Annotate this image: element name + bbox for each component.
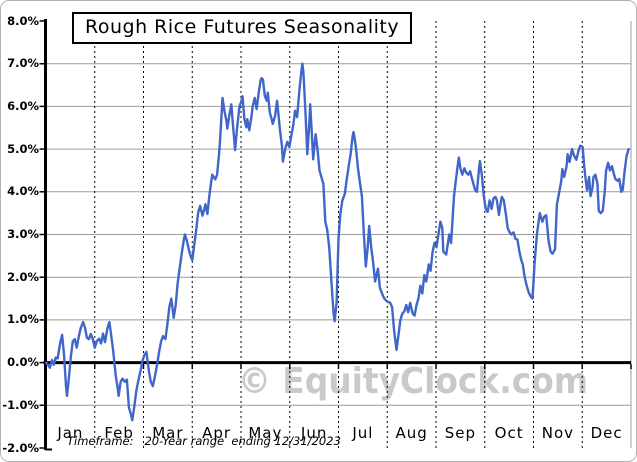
x-axis-label: Mar <box>152 424 184 442</box>
y-axis-label: 8.0% <box>7 13 39 28</box>
y-axis-label: -2.0% <box>2 440 39 455</box>
y-axis-label: 1.0% <box>7 312 39 327</box>
y-axis-label: 6.0% <box>7 98 39 113</box>
x-axis-label: Feb <box>104 424 134 442</box>
y-axis-label: 3.0% <box>7 227 39 241</box>
x-axis-label: May <box>248 424 283 442</box>
x-axis-label: Apr <box>202 424 232 442</box>
y-axis-label: 4.0% <box>7 184 39 199</box>
x-axis-label: Jul <box>352 424 374 442</box>
x-axis-label: Jun <box>300 424 328 442</box>
timeframe-note: Timeframe: 20-Year range ending 12/31/20… <box>67 434 341 448</box>
x-axis-label: Sep <box>444 424 477 442</box>
x-axis-label: Aug <box>395 424 428 442</box>
y-axis-label: 7.0% <box>7 56 39 71</box>
x-axis-label: Nov <box>541 424 575 442</box>
y-axis-label: 2.0% <box>7 269 39 284</box>
axes-and-series-layer <box>39 19 632 451</box>
x-axis-label: Oct <box>494 424 524 442</box>
equityclock-watermark: © EquityClock.com <box>238 361 588 402</box>
chart-title: Rough Rice Futures Seasonality <box>72 12 413 44</box>
x-axis-label: Jan <box>57 424 84 442</box>
x-axis-label: Dec <box>590 424 623 442</box>
y-axis-label: 5.0% <box>7 141 39 156</box>
y-axis-label: -1.0% <box>2 397 39 412</box>
y-axis-label: 0.0% <box>7 355 39 370</box>
